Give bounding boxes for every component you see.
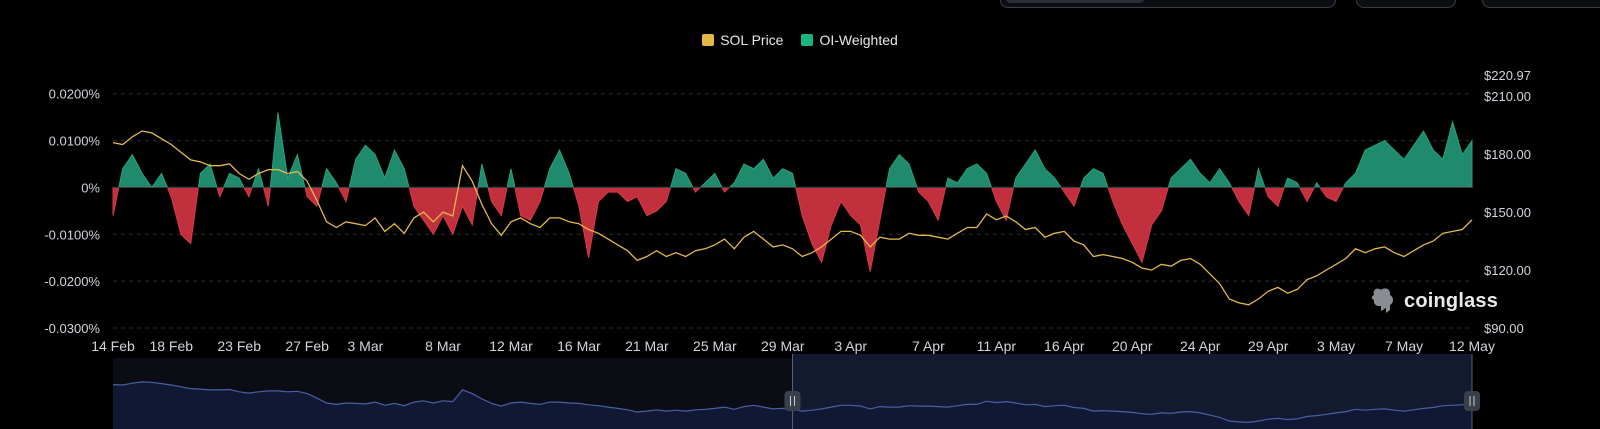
legend-swatch-oi (801, 34, 814, 46)
left-tick-label: -0.0200% (44, 274, 100, 289)
x-tick-label: 21 Mar (625, 338, 669, 354)
x-tick-label: 25 Mar (693, 338, 737, 354)
x-tick-label: 29 Mar (761, 338, 805, 354)
right-tick-label: $150.00 (1484, 205, 1531, 220)
x-tick-label: 12 Mar (489, 338, 533, 354)
timeframe-active-segment[interactable] (1005, 0, 1145, 3)
x-tick-label: 18 Feb (149, 338, 193, 354)
sol-price-path (112, 130, 1473, 306)
x-tick-label: 24 Apr (1180, 338, 1221, 354)
right-tick-label: $120.00 (1484, 263, 1531, 278)
x-tick-label: 20 Apr (1112, 338, 1153, 354)
x-tick-label: 29 Apr (1248, 338, 1289, 354)
x-tick-label: 3 May (1317, 338, 1355, 354)
legend-item-sol-price[interactable]: SOL Price (702, 32, 783, 48)
x-tick-label: 8 Mar (425, 338, 461, 354)
x-tick-label: 27 Feb (285, 338, 329, 354)
right-tick-label: $90.00 (1484, 321, 1524, 336)
x-tick-label: 3 Apr (834, 338, 867, 354)
legend-item-oi-weighted[interactable]: OI-Weighted (801, 32, 898, 48)
legend-swatch-price (702, 34, 715, 46)
right-axis: $220.97 $210.00 $180.00 $150.00 $120.00 $90.0… (1484, 68, 1531, 336)
legend-label-oi: OI-Weighted (819, 32, 898, 48)
x-axis: 14 Feb 18 Feb 23 Feb 27 Feb 3 Mar 8 Mar 12 Mar… (91, 338, 1495, 354)
right-tick-label: $210.00 (1484, 89, 1531, 104)
navigator-handle-right[interactable] (1464, 391, 1480, 411)
chart-legend: SOL Price OI-Weighted (0, 32, 1600, 48)
grid-lines (113, 93, 1472, 329)
range-navigator[interactable] (112, 354, 1480, 429)
left-tick-label: -0.0300% (44, 321, 100, 336)
left-axis: 0.0200% 0.0100% 0% -0.0100% -0.0200% -0.0300% (44, 87, 100, 336)
oi-weighted-area (112, 112, 1473, 272)
x-tick-label: 16 Mar (557, 338, 601, 354)
navigator-handle-left[interactable] (784, 391, 801, 411)
more-button[interactable] (1482, 0, 1600, 8)
navigator-area (113, 381, 1472, 429)
x-tick-label: 3 Mar (347, 338, 383, 354)
x-tick-label: 11 Apr (977, 338, 1017, 354)
left-tick-label: 0% (81, 180, 100, 195)
left-tick-label: -0.0100% (44, 227, 100, 242)
right-tick-label: $180.00 (1484, 147, 1531, 162)
sol-price-line (112, 130, 1473, 306)
oi-positive-area (112, 112, 1473, 189)
coinglass-watermark: coinglass (1368, 286, 1498, 316)
x-tick-label: 23 Feb (217, 338, 261, 354)
left-tick-label: 0.0100% (49, 134, 101, 149)
x-tick-label: 12 May (1449, 338, 1495, 354)
x-tick-label: 7 May (1385, 338, 1423, 354)
left-tick-label: 0.0200% (49, 87, 101, 102)
x-tick-label: 14 Feb (91, 338, 135, 354)
x-tick-label: 7 Apr (912, 338, 945, 354)
watermark-text: coinglass (1404, 289, 1499, 312)
x-tick-label: 16 Apr (1044, 338, 1085, 354)
right-tick-label: $220.97 (1484, 68, 1531, 83)
legend-label-price: SOL Price (720, 32, 784, 48)
coinglass-logo-icon (1371, 288, 1393, 313)
